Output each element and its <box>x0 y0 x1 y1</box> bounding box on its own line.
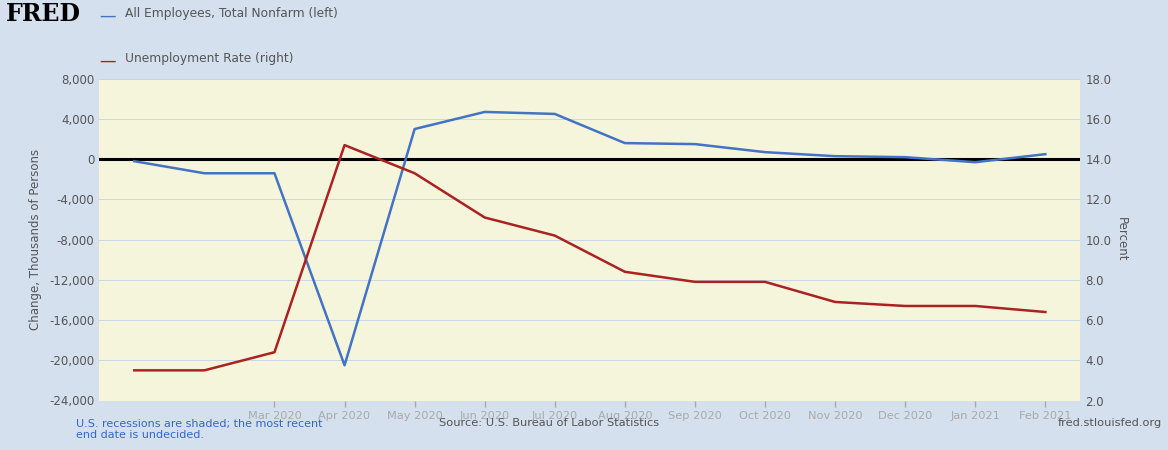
Text: —: — <box>99 7 116 25</box>
Text: All Employees, Total Nonfarm (left): All Employees, Total Nonfarm (left) <box>125 7 338 20</box>
Text: Unemployment Rate (right): Unemployment Rate (right) <box>125 52 293 65</box>
Text: —: — <box>99 52 116 70</box>
Text: U.S. recessions are shaded; the most recent
end date is undecided.: U.S. recessions are shaded; the most rec… <box>76 418 322 440</box>
Text: FRED: FRED <box>6 2 81 26</box>
Y-axis label: Percent: Percent <box>1115 217 1128 262</box>
Text: Source: U.S. Bureau of Labor Statistics: Source: U.S. Bureau of Labor Statistics <box>439 418 659 428</box>
Y-axis label: Change, Thousands of Persons: Change, Thousands of Persons <box>29 149 42 330</box>
Text: fred.stlouisfed.org: fred.stlouisfed.org <box>1058 418 1162 428</box>
